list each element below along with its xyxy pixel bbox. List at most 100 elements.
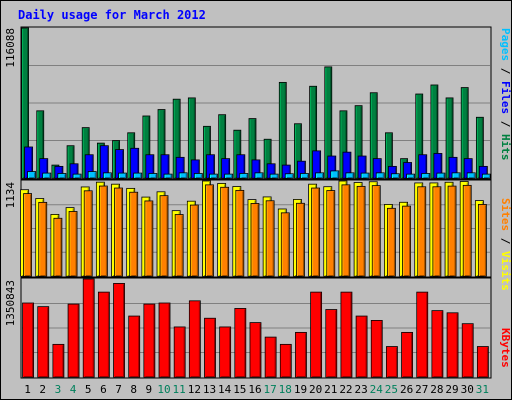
kbytes-bar-day-25	[386, 346, 398, 378]
sites-bar-day-22	[341, 184, 351, 277]
x-tick-label-day-18: 18	[279, 383, 292, 396]
pages-bar-day-14	[224, 173, 234, 179]
pages-bar-day-18	[284, 173, 294, 179]
x-tick-label-day-5: 5	[85, 383, 92, 396]
x-tick-label-day-12: 12	[188, 383, 201, 396]
kbytes-bar-day-19	[295, 331, 307, 378]
sites-bar-day-14	[220, 186, 230, 277]
kbytes-bar-day-15	[234, 308, 247, 378]
pages-bar-day-25	[391, 173, 400, 179]
kbytes-bar-day-29	[446, 312, 459, 378]
x-tick-label-day-20: 20	[309, 383, 322, 396]
x-axis-day-labels: 1 2 3 4 5 6 7 8 9 10 11 12 13 14 15 16 17 18 19 20 21 22 23 24 2…	[24, 383, 489, 396]
kbytes-ytick-label: 1350843	[4, 280, 17, 326]
kbytes-bar-day-27	[416, 291, 429, 378]
hits-ylabel-pages: Pages	[499, 28, 512, 61]
sites-bar-day-2	[38, 201, 48, 277]
kbytes-panel-frame	[20, 277, 492, 379]
pages-bar-day-31	[481, 173, 491, 179]
pages-bar-day-4	[72, 173, 82, 179]
x-tick-label-day-22: 22	[339, 383, 352, 396]
x-tick-label-day-24: 24	[370, 383, 384, 396]
x-tick-label-day-7: 7	[115, 383, 122, 396]
x-tick-label-day-25: 25	[385, 383, 398, 396]
x-tick-label-day-3: 3	[55, 383, 62, 396]
visits-sites-panel: 1134 Sites / Visits	[4, 179, 512, 291]
pages-bar-day-30	[466, 172, 476, 179]
kbytes-bar-day-26	[401, 331, 413, 378]
sites-bar-day-28	[432, 186, 442, 277]
sites-bar-day-4	[68, 211, 78, 277]
pages-bar-day-24	[375, 172, 385, 179]
x-tick-label-day-14: 14	[218, 383, 232, 396]
kbytes-bar-day-5	[82, 278, 95, 378]
kbytes-panel: 1350843 KBytes	[4, 277, 512, 379]
x-tick-label-day-6: 6	[100, 383, 107, 396]
kbytes-panel-bars	[22, 278, 489, 378]
hits-ylabel-files: Files	[499, 81, 512, 114]
x-tick-label-day-21: 21	[324, 383, 337, 396]
kbytes-ylabel: KBytes	[499, 328, 512, 368]
sites-bar-day-11	[174, 214, 184, 277]
visits-ylabel-visits: Visits	[499, 251, 512, 291]
kbytes-bar-day-14	[219, 326, 232, 378]
visits-panel-bars	[20, 180, 487, 277]
sites-bar-day-26	[402, 205, 411, 277]
sites-bar-day-17	[265, 200, 275, 277]
x-tick-label-day-27: 27	[415, 383, 428, 396]
sites-bar-day-18	[280, 212, 290, 277]
pages-bar-day-1	[27, 171, 36, 179]
hits-ylabel-sep-2: /	[499, 121, 512, 128]
x-tick-label-day-11: 11	[173, 383, 186, 396]
x-tick-label-day-2: 2	[39, 383, 46, 396]
sites-bar-day-21	[326, 190, 336, 277]
pages-bar-day-9	[148, 173, 158, 179]
x-tick-label-day-31: 31	[476, 383, 489, 396]
sites-bar-day-13	[205, 184, 214, 277]
kbytes-bar-day-18	[279, 343, 292, 378]
pages-bar-day-22	[345, 172, 355, 179]
x-tick-label-day-26: 26	[400, 383, 413, 396]
kbytes-bar-day-28	[431, 310, 444, 378]
sites-bar-day-20	[311, 187, 321, 277]
kbytes-bar-day-6	[97, 291, 110, 378]
visits-ylabel-sites: Sites	[499, 198, 512, 231]
kbytes-bar-day-13	[204, 317, 216, 378]
kbytes-bar-day-31	[476, 346, 489, 378]
pages-bar-day-13	[209, 173, 218, 179]
hits-ylabel-sep-1: /	[499, 68, 512, 75]
sites-bar-day-6	[98, 185, 108, 277]
sites-bar-day-24	[371, 185, 381, 277]
pages-bar-day-16	[254, 172, 264, 179]
pages-bar-day-11	[178, 172, 188, 179]
visits-ylabel: Sites / Visits	[499, 198, 512, 291]
pages-bar-day-28	[436, 172, 446, 179]
hits-panel-bars	[21, 27, 491, 179]
kbytes-bar-day-12	[188, 300, 201, 378]
sites-bar-day-8	[129, 191, 139, 277]
kbytes-bar-day-1	[22, 302, 34, 378]
x-tick-label-day-16: 16	[248, 383, 261, 396]
pages-bar-day-7	[118, 172, 127, 179]
kbytes-bar-day-4	[67, 303, 80, 378]
x-tick-label-day-1: 1	[24, 383, 31, 396]
x-tick-label-day-29: 29	[445, 383, 458, 396]
x-tick-label-day-4: 4	[70, 383, 77, 396]
kbytes-bar-day-7	[113, 283, 125, 378]
sites-bar-day-1	[23, 193, 32, 277]
hits-panel-frame	[20, 26, 492, 180]
kbytes-bar-day-10	[158, 302, 171, 378]
pages-bar-day-5	[87, 171, 97, 179]
sites-bar-day-3	[53, 217, 63, 277]
sites-bar-day-7	[114, 187, 123, 277]
pages-bar-day-23	[360, 172, 370, 179]
sites-bar-day-31	[477, 204, 487, 277]
x-tick-label-day-30: 30	[461, 383, 474, 396]
x-tick-label-day-10: 10	[157, 383, 170, 396]
pages-bar-day-3	[57, 173, 67, 179]
hits-files-pages-panel: 116088 Pages / Files / Hits	[4, 26, 512, 180]
hits-ylabel: Pages / Files / Hits	[499, 28, 512, 161]
kbytes-bar-day-30	[461, 323, 474, 378]
kbytes-bar-day-21	[325, 309, 338, 378]
